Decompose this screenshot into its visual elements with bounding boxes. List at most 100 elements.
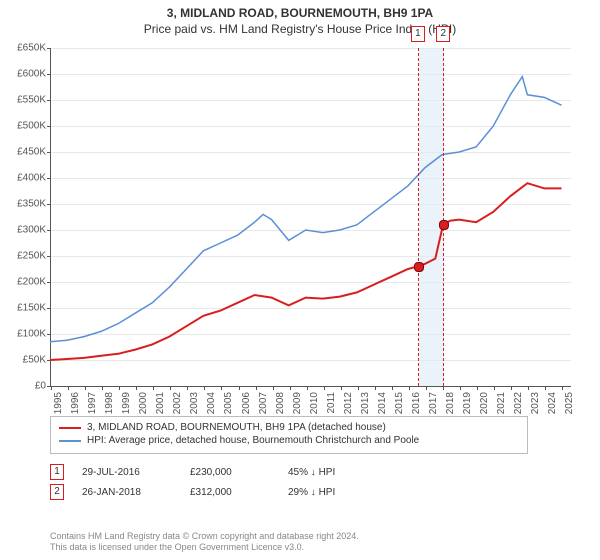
chart-lines [50, 48, 570, 386]
x-axis-label: 1998 [104, 392, 115, 414]
y-axis-label: £400K [0, 173, 46, 184]
y-axis-label: £200K [0, 277, 46, 288]
legend-item: HPI: Average price, detached house, Bour… [59, 434, 519, 447]
y-axis-label: £500K [0, 121, 46, 132]
x-tick [119, 386, 120, 390]
x-tick [256, 386, 257, 390]
x-axis-label: 1997 [87, 392, 98, 414]
sale-delta: 45% ↓ HPI [288, 467, 335, 478]
x-tick [221, 386, 222, 390]
chart-container: 3, MIDLAND ROAD, BOURNEMOUTH, BH9 1PA Pr… [0, 0, 600, 560]
chart-plot: £0£50K£100K£150K£200K£250K£300K£350K£400… [50, 48, 570, 386]
series-price_paid [50, 183, 562, 360]
sale-delta: 29% ↓ HPI [288, 487, 335, 498]
x-tick [392, 386, 393, 390]
x-axis-label: 2024 [547, 392, 558, 414]
x-axis-label: 2000 [138, 392, 149, 414]
x-axis-label: 2018 [445, 392, 456, 414]
x-axis-label: 2013 [360, 392, 371, 414]
x-tick [85, 386, 86, 390]
sale-point [414, 262, 424, 272]
x-axis-label: 2003 [189, 392, 200, 414]
x-tick [324, 386, 325, 390]
x-axis-label: 2002 [172, 392, 183, 414]
x-tick [273, 386, 274, 390]
x-axis-label: 2021 [496, 392, 507, 414]
x-axis-label: 2010 [309, 392, 320, 414]
x-tick [426, 386, 427, 390]
y-axis-label: £350K [0, 199, 46, 210]
x-axis-label: 2016 [411, 392, 422, 414]
y-axis-label: £600K [0, 69, 46, 80]
x-axis-label: 1995 [53, 392, 64, 414]
chart-subtitle: Price paid vs. HM Land Registry's House … [0, 20, 600, 40]
x-tick [102, 386, 103, 390]
x-axis-label: 1996 [70, 392, 81, 414]
x-tick [170, 386, 171, 390]
sales-table: 1 29-JUL-2016 £230,000 45% ↓ HPI 2 26-JA… [50, 462, 570, 502]
x-tick [136, 386, 137, 390]
legend-swatch [59, 440, 81, 442]
sale-point [439, 220, 449, 230]
legend-label: HPI: Average price, detached house, Bour… [87, 435, 419, 446]
x-axis-label: 2020 [479, 392, 490, 414]
y-axis-label: £150K [0, 303, 46, 314]
x-tick [409, 386, 410, 390]
x-tick [375, 386, 376, 390]
x-axis-label: 2004 [206, 392, 217, 414]
footer: Contains HM Land Registry data © Crown c… [50, 531, 570, 554]
x-tick [511, 386, 512, 390]
y-axis-label: £0 [0, 381, 46, 392]
x-tick [307, 386, 308, 390]
legend-label: 3, MIDLAND ROAD, BOURNEMOUTH, BH9 1PA (d… [87, 422, 386, 433]
chart-title: 3, MIDLAND ROAD, BOURNEMOUTH, BH9 1PA [0, 0, 600, 20]
y-axis-label: £650K [0, 43, 46, 54]
footer-line: This data is licensed under the Open Gov… [50, 542, 570, 554]
sale-marker-label: 2 [436, 26, 450, 42]
x-axis-label: 2009 [292, 392, 303, 414]
x-tick [477, 386, 478, 390]
x-axis-label: 2008 [275, 392, 286, 414]
legend-swatch [59, 427, 81, 429]
sale-price: £312,000 [190, 487, 270, 498]
x-axis-label: 2023 [530, 392, 541, 414]
x-axis-label: 2006 [241, 392, 252, 414]
sale-marker-line [418, 48, 419, 386]
footer-line: Contains HM Land Registry data © Crown c… [50, 531, 570, 543]
sale-price: £230,000 [190, 467, 270, 478]
x-axis-label: 2005 [223, 392, 234, 414]
x-tick [187, 386, 188, 390]
x-tick [358, 386, 359, 390]
y-axis-label: £100K [0, 329, 46, 340]
sale-date: 29-JUL-2016 [82, 467, 172, 478]
x-axis-label: 2007 [258, 392, 269, 414]
x-axis-label: 2014 [377, 392, 388, 414]
x-tick [494, 386, 495, 390]
x-axis-label: 1999 [121, 392, 132, 414]
x-tick [562, 386, 563, 390]
legend-item: 3, MIDLAND ROAD, BOURNEMOUTH, BH9 1PA (d… [59, 421, 519, 434]
sale-marker-label: 1 [411, 26, 425, 42]
x-tick [443, 386, 444, 390]
x-tick [290, 386, 291, 390]
x-axis-label: 2001 [155, 392, 166, 414]
y-axis-label: £250K [0, 251, 46, 262]
x-tick [528, 386, 529, 390]
x-axis-label: 2025 [564, 392, 575, 414]
x-tick [68, 386, 69, 390]
sale-row: 2 26-JAN-2018 £312,000 29% ↓ HPI [50, 482, 570, 502]
x-tick [341, 386, 342, 390]
y-axis-label: £300K [0, 225, 46, 236]
x-axis-label: 2015 [394, 392, 405, 414]
series-hpi [50, 77, 562, 342]
x-axis-label: 2022 [513, 392, 524, 414]
sale-date: 26-JAN-2018 [82, 487, 172, 498]
sale-row: 1 29-JUL-2016 £230,000 45% ↓ HPI [50, 462, 570, 482]
sale-badge: 2 [50, 484, 64, 500]
x-axis-label: 2012 [343, 392, 354, 414]
x-axis-label: 2017 [428, 392, 439, 414]
sale-marker-line [443, 48, 444, 386]
x-tick [239, 386, 240, 390]
x-tick [51, 386, 52, 390]
x-tick [153, 386, 154, 390]
